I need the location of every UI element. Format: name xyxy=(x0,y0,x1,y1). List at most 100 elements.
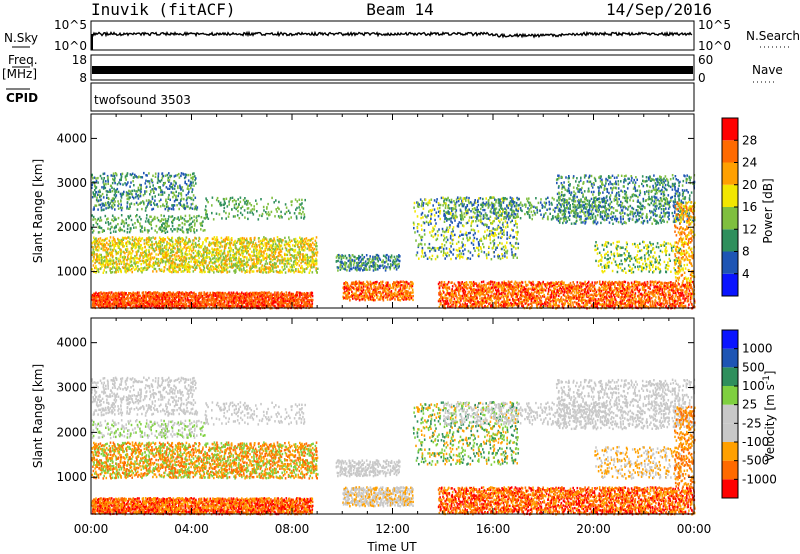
power-echo xyxy=(409,295,411,298)
power-echo xyxy=(297,253,299,256)
power-echo xyxy=(152,257,155,260)
power-echo xyxy=(257,218,260,221)
power-echo xyxy=(146,291,149,295)
power-echo xyxy=(185,303,188,306)
power-echo xyxy=(164,231,167,234)
power-echo xyxy=(200,244,203,248)
power-echo xyxy=(260,293,262,296)
power-echo xyxy=(183,265,186,268)
power-echo xyxy=(243,262,245,266)
power-echo xyxy=(175,251,177,255)
power-echo xyxy=(245,199,248,203)
power-echo xyxy=(354,294,356,298)
power-echo xyxy=(275,247,277,250)
power-echo xyxy=(203,216,205,220)
power-echo xyxy=(114,271,116,274)
power-echo xyxy=(221,245,223,248)
power-echo xyxy=(389,266,392,269)
power-echo xyxy=(250,305,253,308)
power-echo xyxy=(348,286,351,289)
power-echo xyxy=(188,268,190,271)
power-echo xyxy=(198,237,201,240)
power-echo xyxy=(304,304,306,307)
power-echo xyxy=(156,303,159,307)
power-echo xyxy=(270,254,272,257)
power-echo xyxy=(98,240,101,243)
power-echo xyxy=(364,268,367,271)
power-echo xyxy=(312,248,315,252)
power-echo xyxy=(168,179,171,182)
power-echo xyxy=(151,195,154,199)
power-echo xyxy=(244,263,246,266)
power-echo xyxy=(151,302,154,305)
power-echo xyxy=(131,236,134,239)
power-echo xyxy=(390,293,392,297)
power-echo xyxy=(216,196,219,200)
power-echo xyxy=(162,249,164,252)
power-echo xyxy=(147,218,150,221)
power-echo xyxy=(267,202,269,206)
power-echo xyxy=(288,257,291,261)
power-echo xyxy=(225,236,228,239)
power-echo xyxy=(114,262,116,265)
power-echo xyxy=(348,296,350,299)
power-echo xyxy=(165,219,167,223)
power-echo xyxy=(365,262,367,266)
power-echo xyxy=(159,205,162,208)
power-echo xyxy=(206,237,209,240)
power-echo xyxy=(295,243,297,246)
power-echo xyxy=(204,238,206,241)
power-echo xyxy=(425,220,428,224)
power-echo xyxy=(205,259,207,263)
power-echo xyxy=(120,222,123,225)
power-echo xyxy=(233,301,236,305)
power-echo xyxy=(104,292,107,296)
power-echo xyxy=(159,258,162,261)
power-echo xyxy=(295,302,297,306)
power-echo xyxy=(317,267,319,270)
power-echo xyxy=(216,238,219,242)
power-echo xyxy=(136,297,139,300)
power-echo xyxy=(219,202,221,205)
power-echo xyxy=(379,258,382,261)
power-echo xyxy=(302,253,304,256)
power-echo xyxy=(237,303,239,306)
power-echo xyxy=(310,245,312,249)
power-echo xyxy=(106,295,109,298)
power-echo xyxy=(134,243,137,246)
power-echo xyxy=(303,268,306,271)
power-echo xyxy=(291,292,293,296)
power-echo xyxy=(284,263,286,266)
power-echo xyxy=(114,192,117,195)
power-echo xyxy=(418,203,420,206)
power-echo xyxy=(209,251,212,254)
power-echo xyxy=(166,240,168,244)
power-echo xyxy=(160,219,162,223)
power-echo xyxy=(395,284,398,287)
power-echo xyxy=(257,256,260,259)
power-echo xyxy=(301,206,303,209)
power-echo xyxy=(225,259,228,262)
power-echo xyxy=(156,302,159,305)
power-echo xyxy=(194,249,197,253)
power-echo xyxy=(166,220,169,223)
power-echo xyxy=(260,306,263,309)
power-echo xyxy=(284,243,287,246)
power-echo xyxy=(247,199,249,203)
power-echo xyxy=(171,264,173,267)
power-echo xyxy=(402,291,405,295)
power-echo xyxy=(139,192,142,195)
power-echo xyxy=(192,292,194,295)
power-echo xyxy=(121,221,124,224)
power-echo xyxy=(146,237,148,240)
power-echo xyxy=(248,292,250,295)
power-echo xyxy=(231,208,233,211)
power-echo xyxy=(126,262,128,265)
power-echo xyxy=(310,259,312,262)
power-echo xyxy=(137,186,140,189)
power-echo xyxy=(119,206,122,209)
power-echo xyxy=(354,255,356,259)
power-echo xyxy=(163,253,166,257)
power-echo xyxy=(181,265,184,268)
power-echo xyxy=(369,257,371,261)
